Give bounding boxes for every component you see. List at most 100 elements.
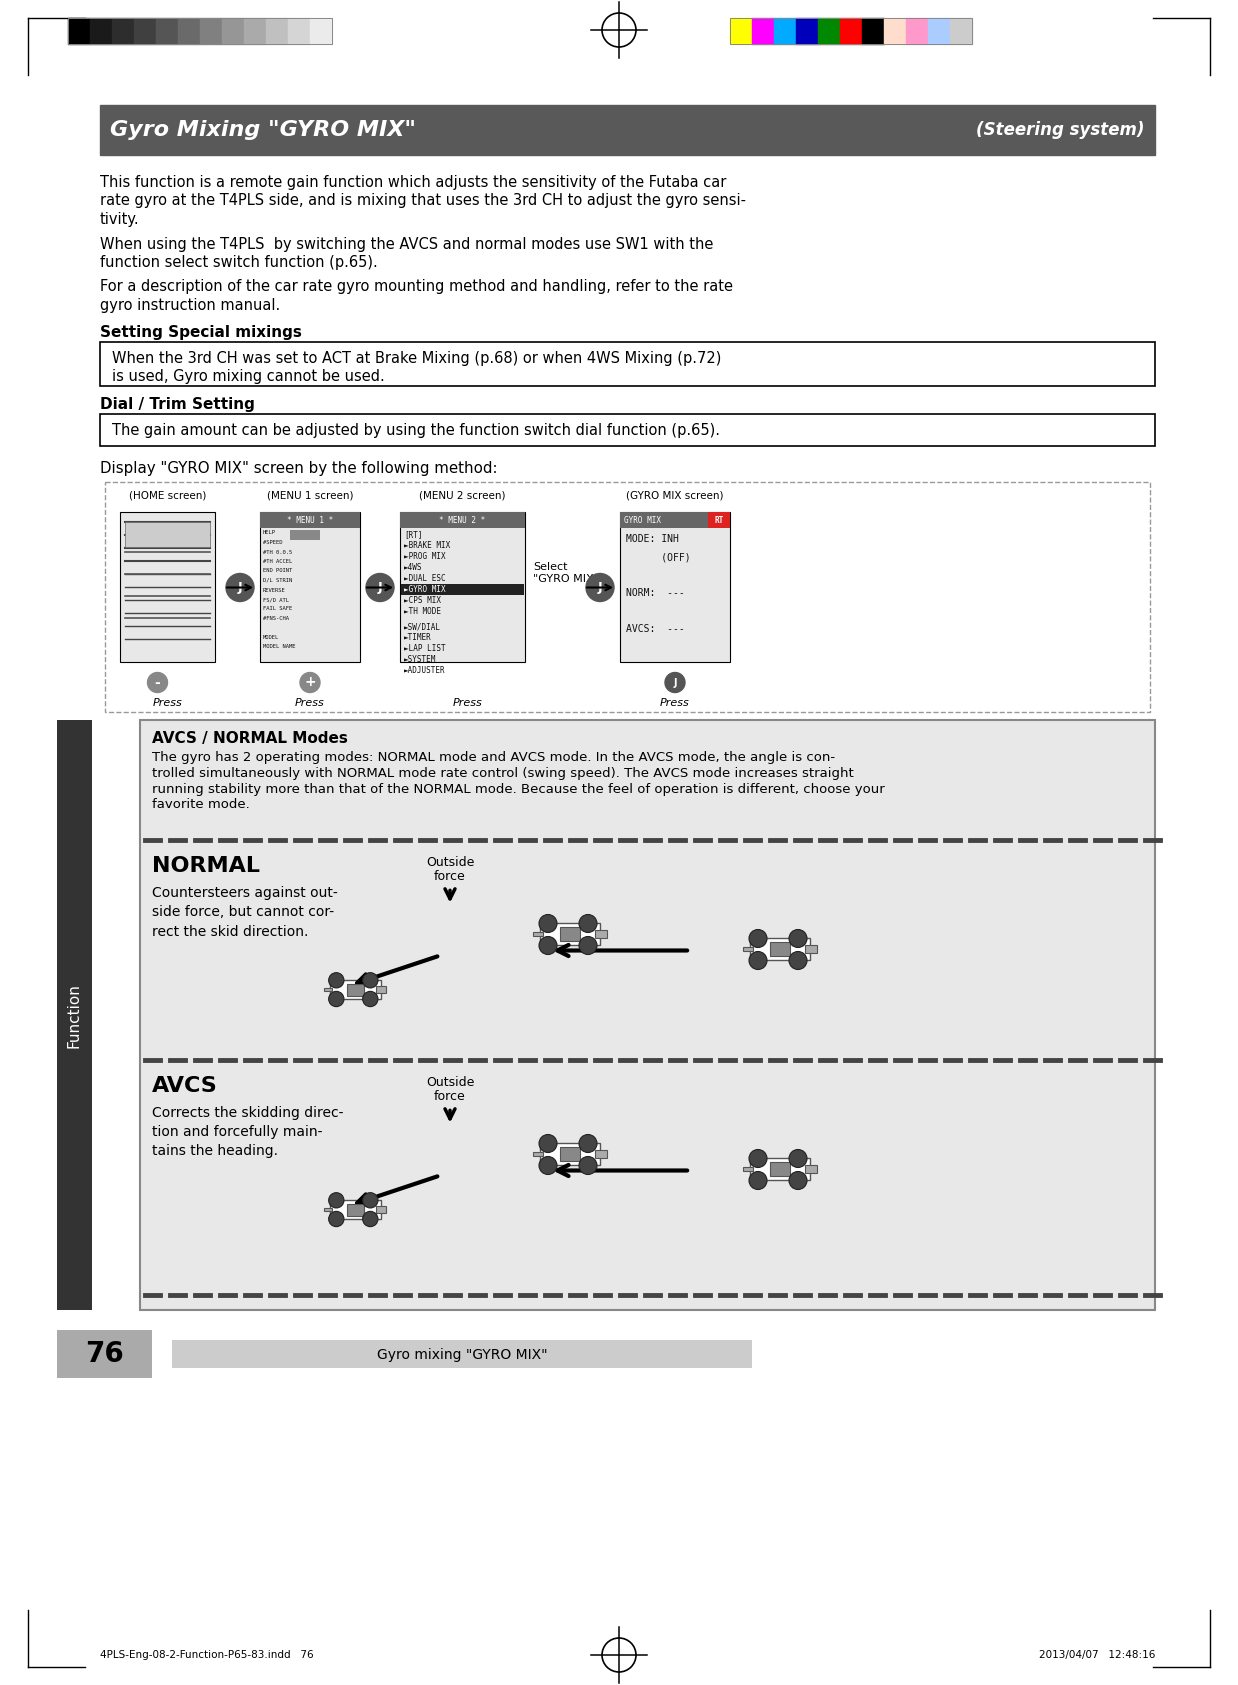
Circle shape [147,672,167,693]
Text: FS/D ATL: FS/D ATL [262,596,288,602]
Text: (OFF): (OFF) [626,553,691,563]
Text: AVCS / NORMAL Modes: AVCS / NORMAL Modes [152,731,348,745]
Text: NORMAL: NORMAL [152,856,260,876]
Text: 2013/04/07   12:48:16: 2013/04/07 12:48:16 [1039,1650,1155,1660]
Circle shape [749,952,768,969]
Text: Press: Press [295,698,324,708]
Circle shape [749,1149,768,1168]
Bar [105,482,1150,713]
Bar [805,945,817,954]
Text: Press: Press [453,698,483,708]
Text: * MENU 2 *: * MENU 2 * [439,516,485,526]
Text: FAIL SAFE: FAIL SAFE [262,607,292,612]
Circle shape [789,952,807,969]
Circle shape [579,1156,597,1174]
Circle shape [328,1212,344,1227]
Text: The gain amount can be adjusted by using the function switch dial function (p.65: The gain amount can be adjusted by using… [111,423,721,438]
Text: Corrects the skidding direc-
tion and forcefully main-
tains the heading.: Corrects the skidding direc- tion and fo… [152,1105,343,1159]
Bar [329,1200,380,1218]
Text: Outside
force: Outside force [426,1075,474,1104]
Bar [595,930,607,939]
Bar [560,1147,579,1161]
Text: Gyro Mixing "GYRO MIX": Gyro Mixing "GYRO MIX" [110,120,416,140]
Text: Display "GYRO MIX" screen by the following method:: Display "GYRO MIX" screen by the followi… [100,460,498,475]
Circle shape [749,1171,768,1190]
Circle shape [366,573,394,602]
Text: rate gyro at the T4PLS side, and is mixing that uses the 3rd CH to adjust the gy: rate gyro at the T4PLS side, and is mixi… [100,194,747,209]
Text: NORM:  ---: NORM: --- [626,588,685,598]
Bar [266,19,288,44]
Text: GYRO MIX: GYRO MIX [624,516,661,526]
Text: AVCS: AVCS [152,1075,218,1095]
Bar [172,1341,751,1368]
Bar [134,19,156,44]
Bar [57,1331,152,1378]
Text: running stability more than that of the NORMAL mode. Because the feel of operati: running stability more than that of the … [152,782,885,795]
Bar [950,19,972,44]
Bar [100,342,1155,386]
Bar [560,927,579,942]
Text: ►BRAKE MIX: ►BRAKE MIX [404,541,451,549]
Bar [347,1203,364,1215]
Bar [708,512,730,529]
Circle shape [539,1156,557,1174]
Text: tivity.: tivity. [100,212,140,227]
Text: RT: RT [714,516,724,526]
Circle shape [227,573,254,602]
Text: D/L STRIN: D/L STRIN [262,578,292,583]
Text: AVCS:  ---: AVCS: --- [626,625,685,635]
Circle shape [579,937,597,954]
Text: Countersteers against out-
side force, but cannot cor-
rect the skid direction.: Countersteers against out- side force, b… [152,886,338,939]
Text: (MENU 1 screen): (MENU 1 screen) [266,490,353,500]
Bar [620,512,730,662]
Circle shape [749,930,768,947]
Bar [111,19,134,44]
Bar [140,721,1155,1311]
Bar [288,19,310,44]
Bar [290,531,319,541]
Bar [400,512,525,662]
Bar [805,1166,817,1173]
Bar [68,19,332,44]
Circle shape [579,915,597,932]
Text: ►SW/DIAL: ►SW/DIAL [404,622,441,630]
Text: HELP: HELP [262,531,276,536]
Bar [222,19,244,44]
Bar [841,19,862,44]
Circle shape [300,672,319,693]
Bar [400,512,525,529]
Text: When the 3rd CH was set to ACT at Brake Mixing (p.68) or when 4WS Mixing (p.72): When the 3rd CH was set to ACT at Brake … [111,350,722,366]
Text: Outside
force: Outside force [426,856,474,883]
Circle shape [363,1212,378,1227]
Text: ►DUAL ESC: ►DUAL ESC [404,575,446,583]
Circle shape [789,1149,807,1168]
Bar [818,19,841,44]
Text: J: J [238,581,243,595]
Text: 76: 76 [85,1341,124,1368]
Text: Press: Press [660,698,690,708]
Text: Function: Function [67,982,82,1048]
Bar [347,984,364,996]
Text: function select switch function (p.65).: function select switch function (p.65). [100,254,378,270]
Bar [884,19,906,44]
Bar [244,19,266,44]
Bar [125,522,210,548]
Bar [323,987,332,991]
Circle shape [579,1134,597,1153]
Text: Dial / Trim Setting: Dial / Trim Setting [100,396,255,411]
Text: The gyro has 2 operating modes: NORMAL mode and AVCS mode. In the AVCS mode, the: The gyro has 2 operating modes: NORMAL m… [152,750,836,763]
Bar [376,1206,386,1213]
Text: is used, Gyro mixing cannot be used.: is used, Gyro mixing cannot be used. [111,369,385,384]
Text: J: J [673,677,677,687]
Text: Select
"GYRO MIX": Select "GYRO MIX" [534,563,599,585]
Text: +: + [305,676,316,689]
Bar [774,19,796,44]
Circle shape [328,991,344,1006]
Bar [595,1151,607,1159]
Bar [540,1144,600,1166]
Circle shape [363,972,378,987]
Bar [928,19,950,44]
Text: (Steering system): (Steering system) [977,121,1145,138]
Bar [796,19,818,44]
Bar [329,981,380,999]
